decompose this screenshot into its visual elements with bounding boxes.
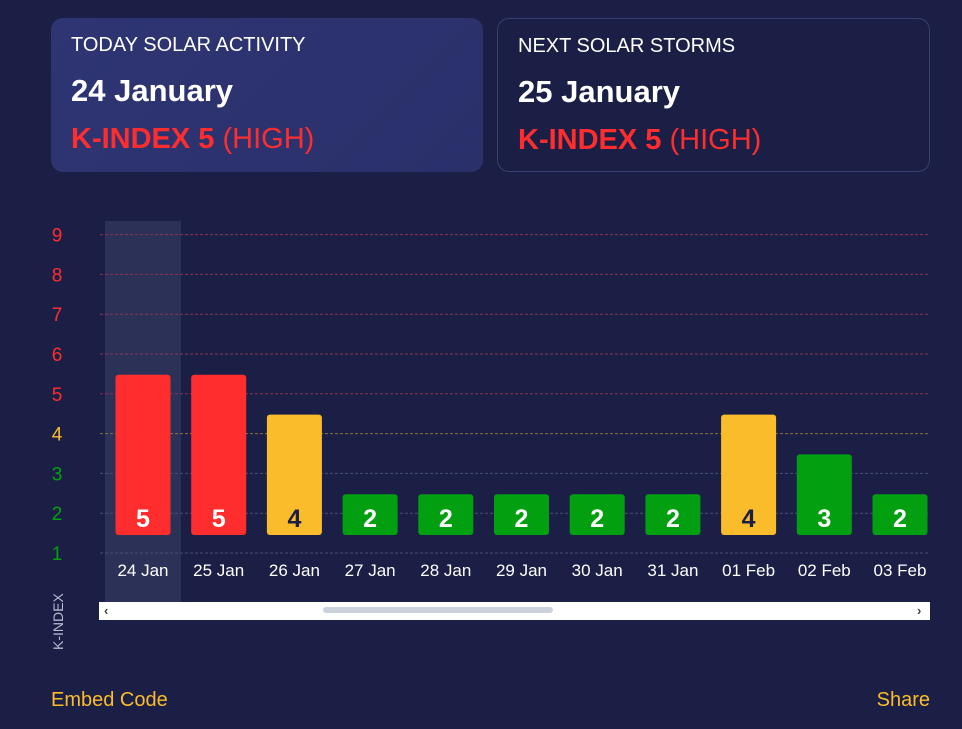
embed-code-link[interactable]: Embed Code bbox=[51, 689, 168, 711]
bar-value-label: 5 bbox=[212, 505, 226, 533]
x-tick-label: 03 Feb bbox=[874, 561, 927, 580]
share-link[interactable]: Share bbox=[876, 689, 930, 711]
x-tick-label: 01 Feb bbox=[722, 561, 775, 580]
x-tick-label: 02 Feb bbox=[798, 561, 851, 580]
bar-value-label: 4 bbox=[287, 505, 301, 533]
card-date: 25 January bbox=[518, 74, 680, 109]
y-tick-label: 6 bbox=[52, 345, 63, 366]
card-kindex: K-INDEX 5 (HIGH) bbox=[518, 124, 909, 157]
y-tick-label: 4 bbox=[52, 425, 63, 446]
bar-value-label: 2 bbox=[515, 505, 529, 533]
bar-value-label: 4 bbox=[742, 505, 756, 533]
card-date: 24 January bbox=[71, 73, 233, 108]
card-kindex: K-INDEX 5 (HIGH) bbox=[71, 123, 463, 156]
y-tick-label: 1 bbox=[52, 544, 63, 565]
bar[interactable] bbox=[645, 494, 701, 535]
bar[interactable] bbox=[115, 374, 171, 535]
bar-value-label: 2 bbox=[590, 505, 604, 533]
y-tick-label: 8 bbox=[52, 265, 63, 286]
x-tick-label: 31 Jan bbox=[647, 561, 698, 580]
bar-value-label: 2 bbox=[893, 505, 907, 533]
kindex-level: (HIGH) bbox=[669, 124, 762, 156]
y-tick-label: 9 bbox=[52, 226, 63, 247]
y-tick-label: 2 bbox=[52, 504, 63, 525]
y-tick-label: 3 bbox=[52, 464, 63, 485]
card-title: NEXT SOLAR STORMS bbox=[518, 35, 736, 57]
bar-value-label: 2 bbox=[363, 505, 377, 533]
bar[interactable] bbox=[418, 494, 474, 535]
scrollbar-thumb[interactable] bbox=[323, 607, 553, 613]
bar[interactable] bbox=[342, 494, 398, 535]
x-tick-label: 24 Jan bbox=[117, 561, 168, 580]
bar[interactable] bbox=[266, 414, 322, 535]
bar[interactable] bbox=[796, 454, 852, 535]
bar[interactable] bbox=[872, 494, 928, 535]
kindex-value: K-INDEX 5 bbox=[71, 123, 215, 155]
x-tick-label: 27 Jan bbox=[345, 561, 396, 580]
bar-value-label: 2 bbox=[439, 505, 453, 533]
bar[interactable] bbox=[569, 494, 625, 535]
scroll-right-arrow-icon[interactable]: › bbox=[917, 603, 921, 618]
bar[interactable] bbox=[191, 374, 247, 535]
today-activity-card: TODAY SOLAR ACTIVITY 24 January K-INDEX … bbox=[51, 18, 483, 172]
bar-value-label: 2 bbox=[666, 505, 680, 533]
bar[interactable] bbox=[494, 494, 549, 535]
x-tick-label: 25 Jan bbox=[193, 561, 244, 580]
bar[interactable] bbox=[721, 414, 777, 535]
next-storms-card: NEXT SOLAR STORMS 25 January K-INDEX 5 (… bbox=[497, 18, 930, 172]
x-tick-label: 26 Jan bbox=[269, 561, 320, 580]
y-tick-label: 7 bbox=[52, 305, 63, 326]
y-tick-label: 5 bbox=[52, 385, 63, 406]
x-tick-label: 29 Jan bbox=[496, 561, 547, 580]
bar-value-label: 5 bbox=[136, 505, 150, 533]
card-title: TODAY SOLAR ACTIVITY bbox=[71, 34, 306, 56]
x-tick-label: 28 Jan bbox=[420, 561, 471, 580]
kindex-level: (HIGH) bbox=[222, 123, 315, 155]
scroll-left-arrow-icon[interactable]: ‹ bbox=[104, 603, 108, 618]
y-axis-label: K-INDEX bbox=[50, 593, 66, 650]
kindex-value: K-INDEX 5 bbox=[518, 124, 662, 156]
x-tick-label: 30 Jan bbox=[572, 561, 623, 580]
bar-value-label: 3 bbox=[817, 505, 831, 533]
